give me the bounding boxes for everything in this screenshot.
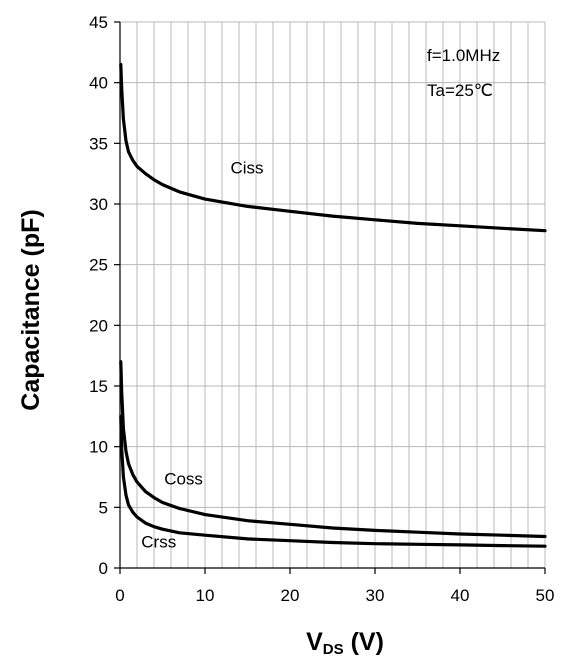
series-line-crss (119, 414, 547, 548)
y-tick-label: 10 (89, 438, 108, 457)
series-curves (119, 62, 547, 548)
temperature-annotation: Ta=25℃ (427, 81, 493, 100)
frequency-annotation: f=1.0MHz (427, 46, 500, 65)
y-axis-title: Capacitance (pF) (17, 209, 45, 410)
x-tick-label: 40 (451, 586, 470, 605)
y-tick-label: 45 (89, 13, 108, 32)
x-tick-label: 30 (366, 586, 385, 605)
y-tick-label: 15 (89, 377, 108, 396)
y-tick-label: 35 (89, 134, 108, 153)
x-tick-label: 20 (281, 586, 300, 605)
x-tick-label: 10 (196, 586, 215, 605)
y-tick-label: 20 (89, 316, 108, 335)
plot-frame (114, 21, 546, 574)
series-labels: Ciss Coss Crss (141, 159, 263, 552)
x-axis-title-main: V (306, 628, 323, 656)
y-tick-label: 5 (99, 498, 108, 517)
y-tick-label: 25 (89, 256, 108, 275)
grid-lines (119, 21, 546, 569)
series-label-crss: Crss (141, 532, 176, 551)
series-line-ciss (119, 62, 547, 233)
series-label-ciss: Ciss (231, 159, 264, 178)
y-tick-label: 0 (99, 559, 108, 578)
tick-labels: 0 5 10 15 20 25 30 35 40 45 0 10 20 30 40 50 (89, 13, 554, 605)
series-line-coss (119, 360, 547, 539)
y-tick-label: 30 (89, 195, 108, 214)
y-tick-label: 40 (89, 74, 108, 93)
x-axis-title-unit: (V) (344, 628, 384, 656)
x-axis-title-subscript: DS (323, 641, 344, 658)
x-tick-label: 0 (115, 586, 124, 605)
series-label-coss: Coss (164, 469, 203, 488)
x-axis-title: VDS (V) (306, 628, 384, 658)
x-tick-label: 50 (536, 586, 555, 605)
